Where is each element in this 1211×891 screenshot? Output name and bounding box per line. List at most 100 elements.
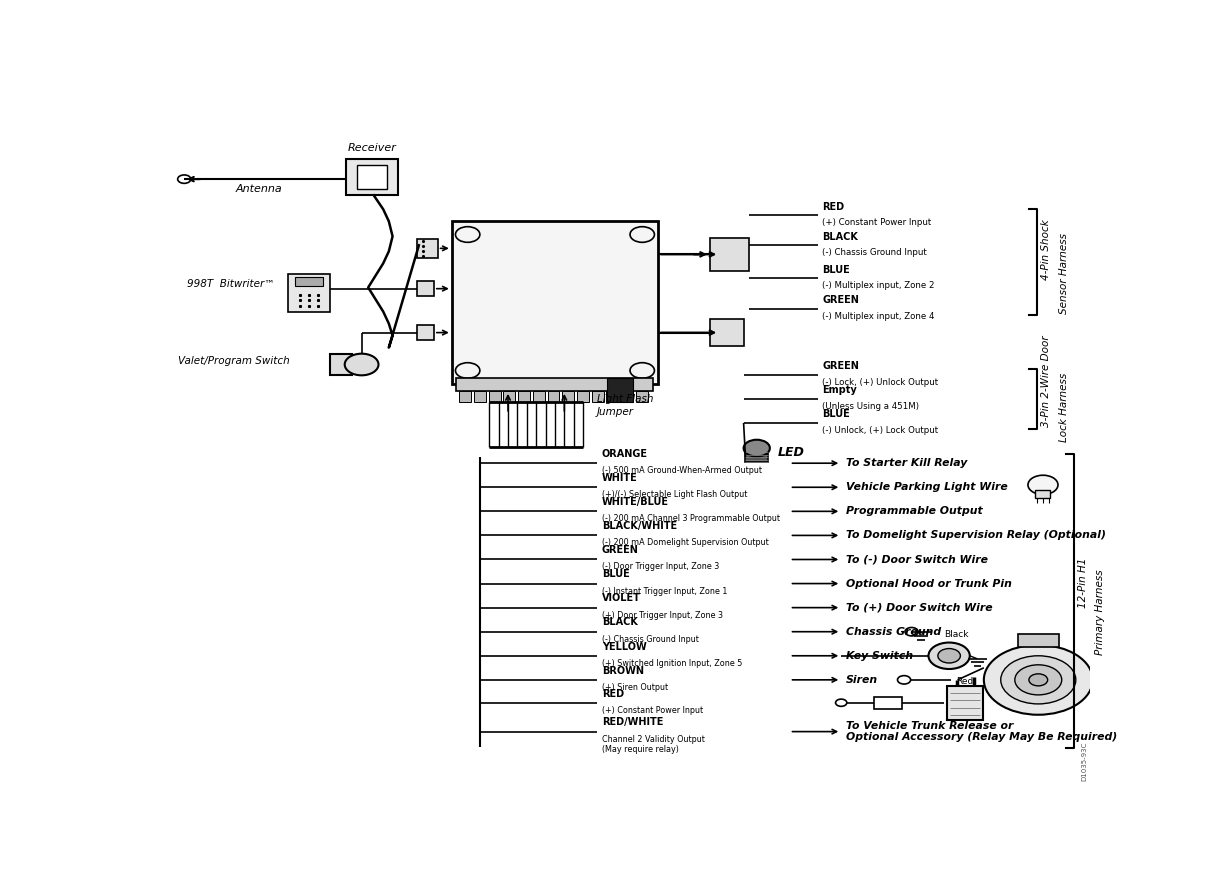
Text: (+)/(-) Selectable Light Flash Output: (+)/(-) Selectable Light Flash Output (602, 490, 747, 499)
Text: (+) Constant Power Input: (+) Constant Power Input (602, 706, 704, 715)
Circle shape (455, 226, 480, 242)
Text: To (-) Door Switch Wire: To (-) Door Switch Wire (845, 554, 988, 565)
Bar (1017, 634, 1058, 647)
Text: WHITE: WHITE (602, 473, 638, 483)
Text: Black: Black (945, 630, 969, 639)
Text: Primary Harness: Primary Harness (1095, 569, 1104, 655)
Text: Programmable Output: Programmable Output (845, 506, 982, 517)
Circle shape (983, 645, 1092, 715)
Text: BLUE: BLUE (602, 569, 630, 579)
Text: BROWN: BROWN (602, 666, 644, 675)
Text: (+) Constant Power Input: (+) Constant Power Input (822, 218, 931, 227)
Circle shape (905, 627, 918, 636)
Text: BLUE: BLUE (822, 265, 850, 274)
Text: Key Switch: Key Switch (845, 650, 913, 661)
Text: 4-Pin Shock: 4-Pin Shock (1041, 219, 1051, 281)
Circle shape (630, 363, 654, 379)
Bar (592, 391, 603, 402)
Text: Lock Harness: Lock Harness (1058, 373, 1069, 443)
Bar (474, 391, 486, 402)
Text: Light Flash: Light Flash (597, 394, 654, 404)
Bar (547, 391, 559, 402)
Bar (576, 391, 589, 402)
Text: (+) Switched Ignition Input, Zone 5: (+) Switched Ignition Input, Zone 5 (602, 658, 742, 667)
Text: BLACK: BLACK (602, 617, 638, 627)
Bar (288, 274, 329, 312)
Text: RED: RED (822, 201, 844, 212)
Text: BLACK/WHITE: BLACK/WHITE (602, 521, 677, 531)
Text: (-) Chassis Ground Input: (-) Chassis Ground Input (822, 249, 928, 257)
Bar (710, 319, 744, 346)
Text: (-) Instant Trigger Input, Zone 1: (-) Instant Trigger Input, Zone 1 (602, 586, 728, 595)
Circle shape (929, 642, 970, 669)
Text: (-) Multiplex input, Zone 4: (-) Multiplex input, Zone 4 (822, 312, 935, 321)
Text: (-) Door Trigger Input, Zone 3: (-) Door Trigger Input, Zone 3 (602, 562, 719, 571)
Bar (562, 391, 574, 402)
Text: Antenna: Antenna (236, 184, 282, 194)
Text: (-) Chassis Ground Input: (-) Chassis Ground Input (602, 634, 699, 643)
Circle shape (897, 675, 911, 684)
Bar (607, 391, 619, 402)
Bar (874, 697, 902, 708)
Bar (947, 686, 983, 720)
Text: BLUE: BLUE (822, 409, 850, 420)
Text: Valet/Program Switch: Valet/Program Switch (178, 356, 289, 366)
Text: RED/WHITE: RED/WHITE (602, 717, 664, 727)
Bar (417, 282, 434, 296)
Text: GREEN: GREEN (822, 361, 860, 372)
Circle shape (1015, 665, 1062, 695)
Bar (607, 378, 633, 402)
Text: (Unless Using a 451M): (Unless Using a 451M) (822, 402, 919, 411)
Circle shape (630, 226, 654, 242)
Bar (329, 354, 352, 375)
Text: WHITE/BLUE: WHITE/BLUE (602, 497, 668, 507)
Text: Red: Red (955, 676, 972, 685)
Text: (-) 500 mA Ground-When-Armed Output: (-) 500 mA Ground-When-Armed Output (602, 466, 762, 475)
Text: Jumper: Jumper (597, 407, 635, 417)
Text: (-) Unlock, (+) Lock Output: (-) Unlock, (+) Lock Output (822, 426, 939, 435)
Circle shape (455, 363, 480, 379)
Bar (417, 239, 437, 258)
Text: Siren: Siren (845, 674, 878, 685)
Text: (-) 200 mA Domelight Supervision Output: (-) 200 mA Domelight Supervision Output (602, 538, 769, 547)
Text: RED: RED (602, 689, 624, 699)
Text: Chassis Ground: Chassis Ground (845, 626, 941, 637)
Text: 998T  Bitwriter™: 998T Bitwriter™ (186, 279, 275, 289)
Bar (357, 166, 388, 190)
Bar (459, 391, 471, 402)
Text: (-) 200 mA Channel 3 Programmable Output: (-) 200 mA Channel 3 Programmable Output (602, 514, 780, 523)
Bar (345, 159, 398, 195)
Circle shape (937, 649, 960, 663)
Circle shape (345, 354, 379, 375)
Bar (621, 391, 633, 402)
Circle shape (836, 699, 846, 707)
Text: 3-Pin 2-Wire Door: 3-Pin 2-Wire Door (1041, 335, 1051, 427)
Circle shape (744, 440, 770, 456)
Text: Receiver: Receiver (348, 143, 396, 153)
Text: ORANGE: ORANGE (602, 449, 648, 459)
Bar (452, 221, 659, 384)
Text: Optional Hood or Trunk Pin: Optional Hood or Trunk Pin (845, 578, 1011, 589)
Bar (457, 378, 654, 391)
Text: Sensor Harness: Sensor Harness (1058, 233, 1069, 315)
Bar (1035, 490, 1050, 498)
Circle shape (1000, 656, 1075, 704)
Bar (746, 451, 768, 462)
Bar (533, 391, 545, 402)
Circle shape (178, 175, 191, 184)
Text: (-) Lock, (+) Unlock Output: (-) Lock, (+) Unlock Output (822, 378, 939, 387)
Text: GREEN: GREEN (602, 545, 638, 555)
Circle shape (1029, 674, 1048, 686)
Text: (+) Door Trigger Input, Zone 3: (+) Door Trigger Input, Zone 3 (602, 610, 723, 619)
Bar (489, 391, 500, 402)
Text: 12-Pin H1: 12-Pin H1 (1078, 557, 1087, 608)
Text: GREEN: GREEN (822, 295, 860, 305)
Bar (417, 325, 434, 339)
Bar (295, 277, 323, 286)
Text: YELLOW: YELLOW (602, 642, 647, 651)
Text: (+) Siren Output: (+) Siren Output (602, 683, 668, 691)
Text: Channel 2 Validity Output
(May require relay): Channel 2 Validity Output (May require r… (602, 734, 705, 754)
Bar (636, 391, 648, 402)
Text: To Starter Kill Relay: To Starter Kill Relay (845, 458, 968, 468)
Bar (710, 238, 750, 271)
